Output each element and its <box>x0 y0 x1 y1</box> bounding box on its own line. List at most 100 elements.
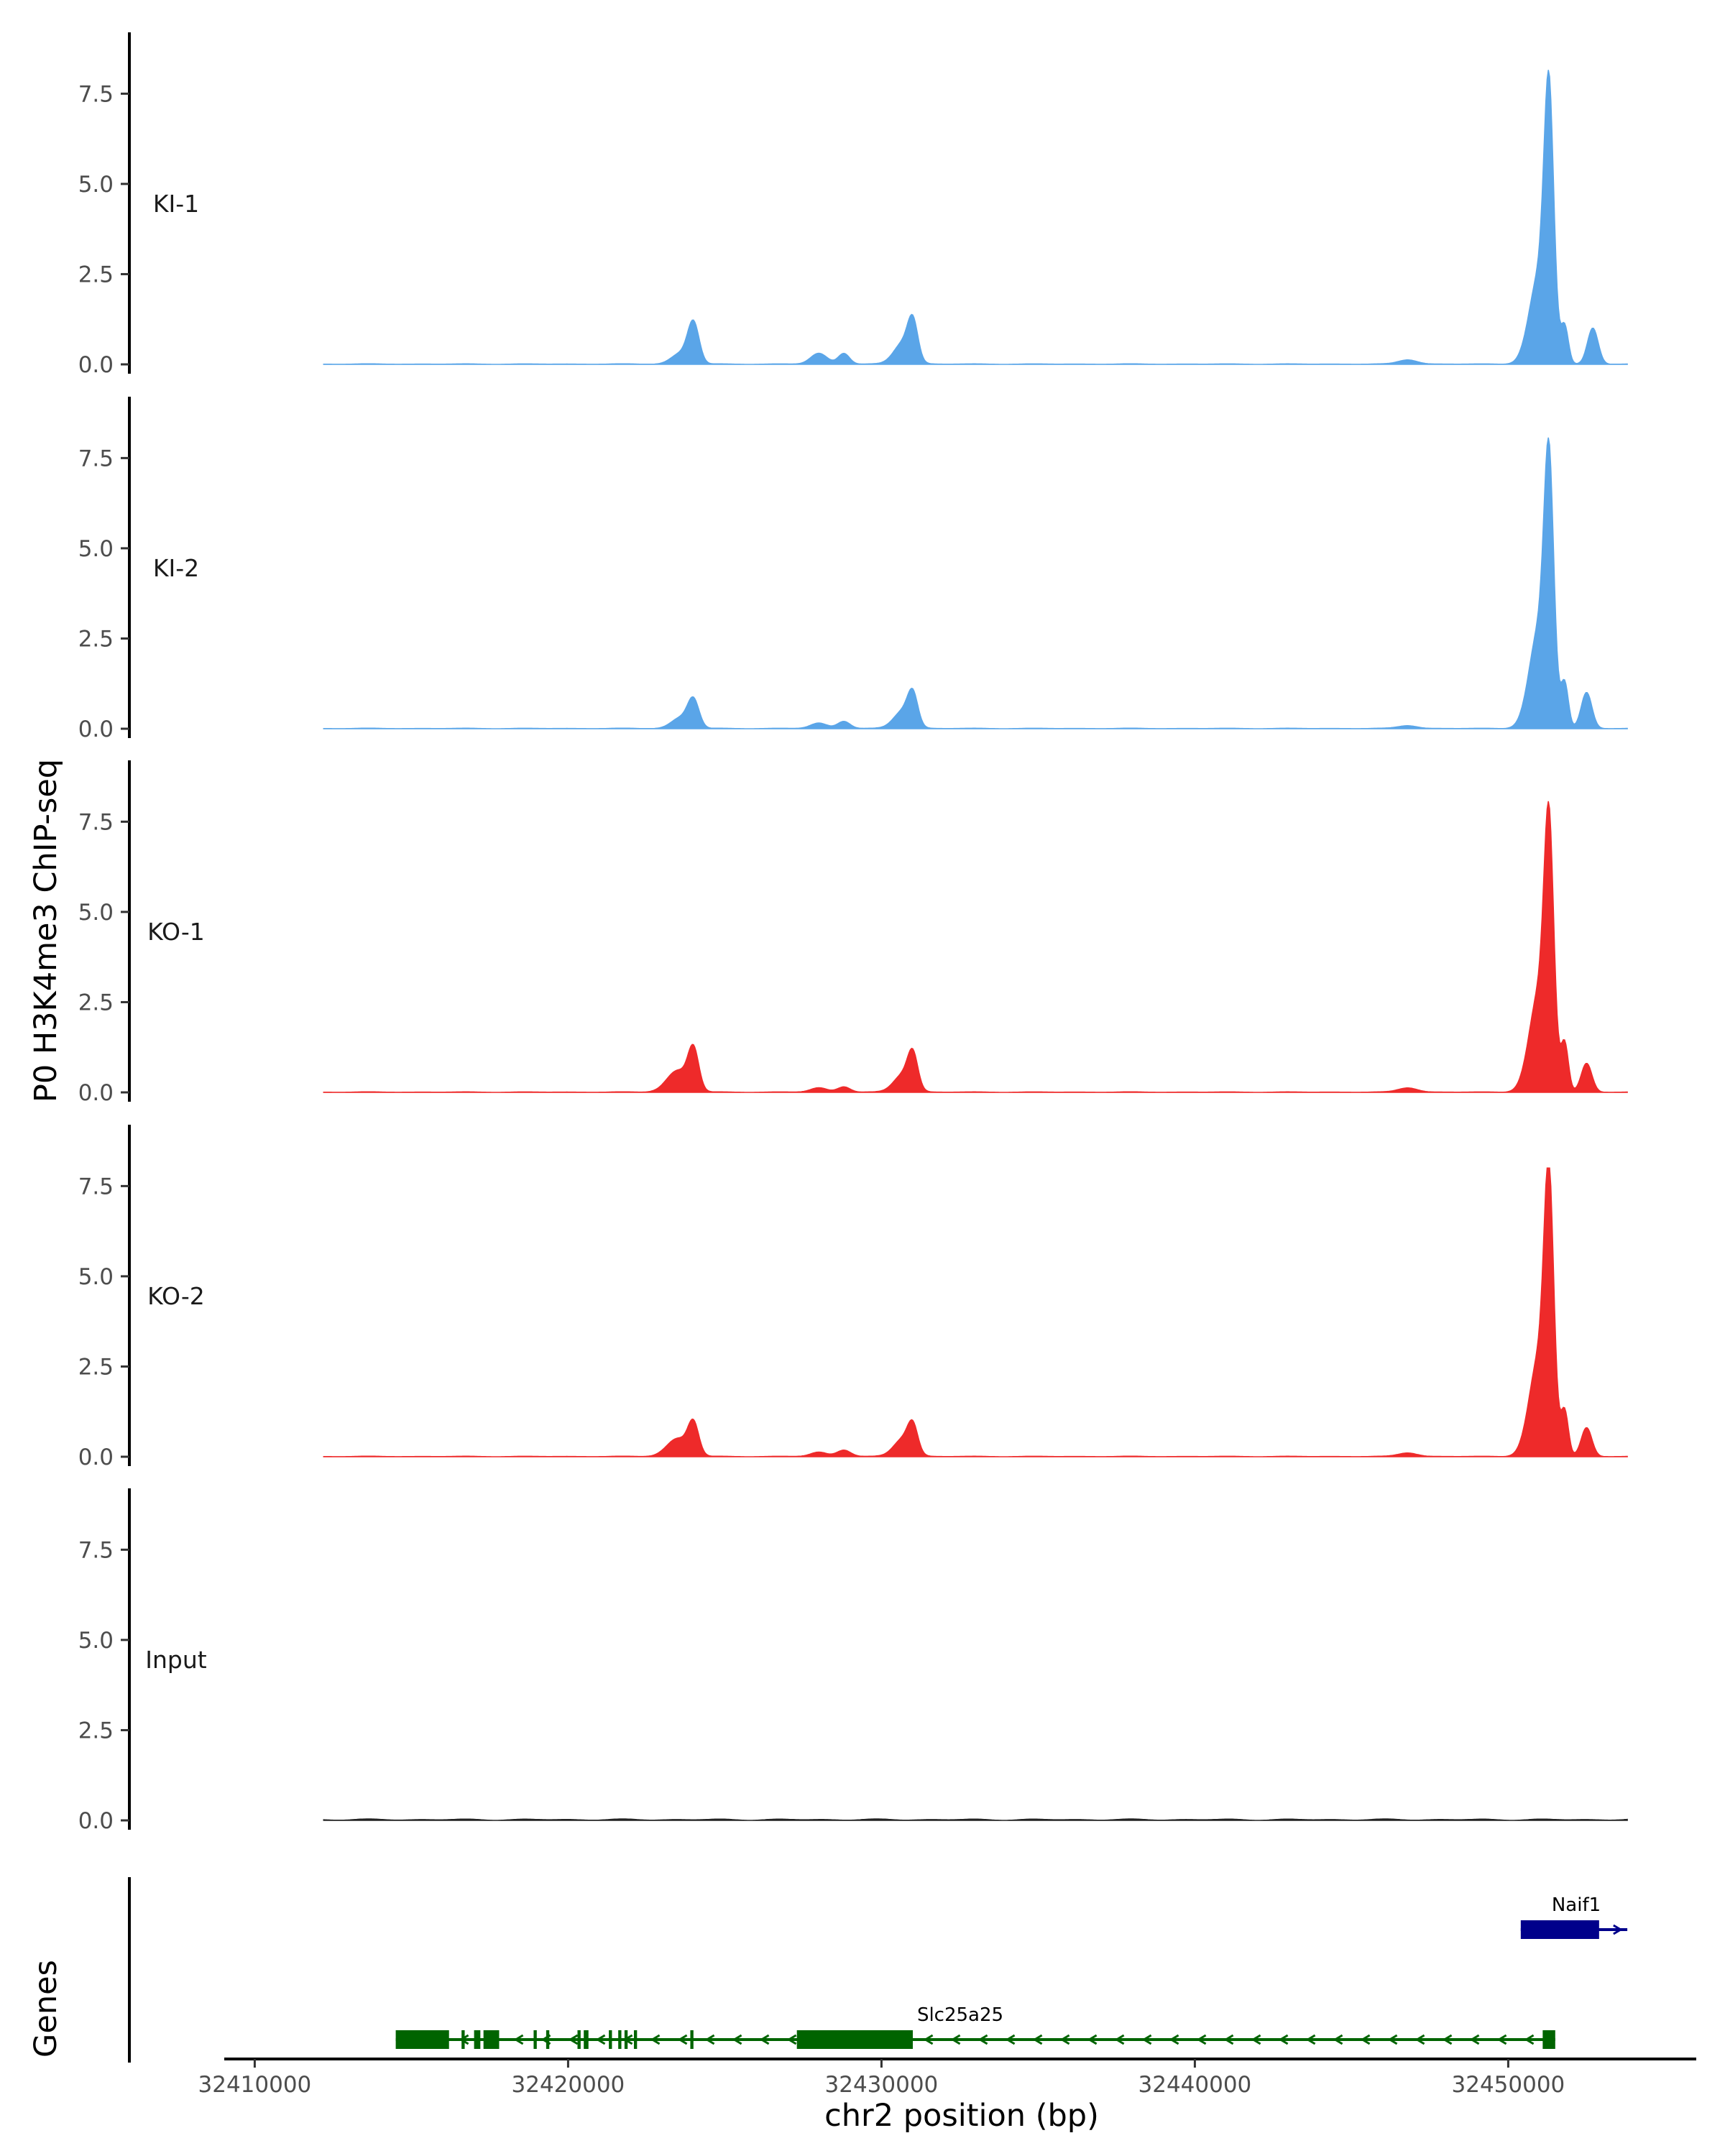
y-tick-label: 5.0 <box>78 1264 114 1290</box>
strand-arrow <box>1387 2034 1398 2045</box>
strand-arrow <box>513 2034 524 2045</box>
strand-arrow <box>732 2034 742 2045</box>
strand-arrow <box>1442 2034 1453 2045</box>
gene-track: Naif1 Slc25a25 <box>128 1877 1628 2063</box>
strand-arrow <box>568 2034 579 2045</box>
strand-arrow <box>650 2034 661 2045</box>
gene-exon <box>483 2030 500 2049</box>
x-axis-title: chr2 position (bp) <box>824 2098 1099 2134</box>
gene-exon <box>609 2030 612 2049</box>
y-tick-label: 7.5 <box>78 446 114 471</box>
x-tick-label: 32430000 <box>825 2072 939 2098</box>
y-axis-title: P0 H3K4me3 ChIP-seq <box>28 759 64 1102</box>
strand-arrow <box>759 2034 770 2045</box>
gene-exon <box>546 2030 550 2049</box>
y-tick-label: 2.5 <box>78 262 114 287</box>
coverage-area-ki-1 <box>323 70 1628 365</box>
gene-exon <box>533 2030 537 2049</box>
y-tick-label: 2.5 <box>78 1354 114 1380</box>
gene-exon <box>577 2030 581 2049</box>
gene-slc25a25: Slc25a25 <box>395 2004 1555 2049</box>
strand-arrow <box>1278 2034 1289 2045</box>
y-tick-label: 7.5 <box>78 1537 114 1563</box>
track-ki-1: 0.0 2.5 5.0 7.5 KI-1 <box>78 32 1628 378</box>
track-label: KI-2 <box>153 554 199 582</box>
x-axis: 32410000 32420000 32430000 32440000 32450000 <box>198 2058 1696 2098</box>
strand-arrow <box>950 2034 961 2045</box>
strand-arrow <box>1141 2034 1152 2045</box>
track-label: KO-2 <box>147 1282 205 1310</box>
strand-arrow <box>1469 2034 1480 2045</box>
strand-arrow <box>459 2034 469 2045</box>
gene-exon <box>624 2030 628 2049</box>
strand-arrow <box>704 2034 715 2045</box>
strand-arrow <box>1524 2034 1535 2045</box>
y-tick-label: 2.5 <box>78 1718 114 1743</box>
coverage-area-input <box>323 1818 1628 1821</box>
y-tick-label: 2.5 <box>78 626 114 652</box>
coverage-tracks: 0.0 2.5 5.0 7.5 KI-1 0.0 2.5 5.0 7.5 KI-2 0.0 2.5 5.… <box>78 32 1628 1834</box>
gene-exon <box>633 2030 638 2049</box>
x-tick-label: 32420000 <box>512 2072 625 2098</box>
strand-arrow <box>1251 2034 1261 2045</box>
strand-arrow <box>1059 2034 1070 2045</box>
strand-arrow <box>595 2034 606 2045</box>
y-tick-label: 5.0 <box>78 536 114 562</box>
strand-arrow <box>1496 2034 1507 2045</box>
track-label: Input <box>145 1646 207 1674</box>
strand-arrow <box>1196 2034 1207 2045</box>
x-tick-label: 32410000 <box>198 2072 312 2098</box>
strand-arrow <box>978 2034 988 2045</box>
strand-arrow <box>1114 2034 1125 2045</box>
gene-exon <box>584 2030 589 2049</box>
x-tick-label: 32440000 <box>1138 2072 1252 2098</box>
track-label: KO-1 <box>147 918 205 946</box>
y-tick-label: 7.5 <box>78 81 114 107</box>
y-tick-label: 0.0 <box>78 352 114 378</box>
strand-arrow <box>677 2034 688 2045</box>
y-tick-label: 7.5 <box>78 809 114 835</box>
track-label: KI-1 <box>153 190 199 218</box>
strand-arrow <box>1333 2034 1343 2045</box>
gene-exon <box>395 2030 449 2049</box>
strand-arrow <box>786 2034 797 2045</box>
gene-label: Slc25a25 <box>917 2004 1003 2026</box>
gene-exon <box>690 2030 694 2049</box>
y-tick-label: 5.0 <box>78 900 114 926</box>
y-tick-label: 0.0 <box>78 1445 114 1470</box>
strand-arrow <box>1414 2034 1425 2045</box>
gene-exon <box>474 2030 481 2049</box>
gene-label: Naif1 <box>1552 1894 1601 1916</box>
strand-arrow <box>1223 2034 1234 2045</box>
track-ki-2: 0.0 2.5 5.0 7.5 KI-2 <box>78 397 1628 742</box>
y-tick-label: 0.0 <box>78 1080 114 1106</box>
y-tick-label: 2.5 <box>78 990 114 1015</box>
track-input: 0.0 2.5 5.0 7.5 Input <box>78 1488 1628 1834</box>
y-tick-label: 0.0 <box>78 1808 114 1834</box>
gene-naif1: Naif1 <box>1520 1894 1628 1939</box>
track-ko-2: 0.0 2.5 5.0 7.5 KO-2 <box>78 1125 1628 1470</box>
coverage-area-ko-2 <box>323 1167 1628 1457</box>
x-tick-label: 32450000 <box>1452 2072 1565 2098</box>
strand-arrow <box>1087 2034 1098 2045</box>
gene-track-title: Genes <box>28 1960 64 2058</box>
track-ko-1: 0.0 2.5 5.0 7.5 KO-1 <box>78 760 1628 1106</box>
strand-arrow <box>1613 1924 1623 1935</box>
y-tick-label: 0.0 <box>78 717 114 742</box>
coverage-area-ko-1 <box>323 801 1628 1093</box>
strand-arrow <box>923 2034 934 2045</box>
y-tick-label: 7.5 <box>78 1174 114 1199</box>
y-tick-label: 5.0 <box>78 1628 114 1654</box>
strand-arrow <box>1360 2034 1371 2045</box>
strand-arrow <box>1169 2034 1179 2045</box>
coverage-area-ki-2 <box>323 437 1628 729</box>
gene-exon <box>618 2030 622 2049</box>
gene-exon <box>461 2030 465 2049</box>
strand-arrow <box>1305 2034 1316 2045</box>
gene-exon <box>1542 2030 1555 2049</box>
y-tick-label: 5.0 <box>78 172 114 198</box>
strand-arrow <box>1005 2034 1016 2045</box>
gene-exon <box>1520 1920 1599 1939</box>
strand-arrow <box>1032 2034 1043 2045</box>
